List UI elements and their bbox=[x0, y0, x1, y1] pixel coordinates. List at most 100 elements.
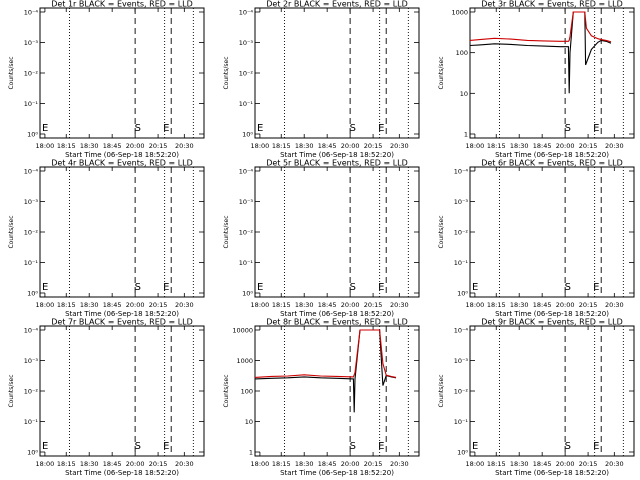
end-marker: E bbox=[378, 282, 384, 293]
left-edge-marker: E bbox=[42, 123, 48, 134]
y-tick-label: 10 bbox=[245, 418, 253, 426]
end-marker: E bbox=[163, 282, 169, 293]
lld-series-line bbox=[469, 11, 612, 43]
start-marker: S bbox=[135, 441, 141, 452]
events-series-line bbox=[469, 11, 612, 94]
x-tick-label: 18:15 bbox=[57, 301, 76, 309]
start-marker: S bbox=[350, 441, 356, 452]
chart-panel-8r: Det 8r BLACK = Events, RED = LLD Start Ti… bbox=[223, 318, 420, 477]
y-axis-label: Counts/sec bbox=[8, 215, 15, 248]
x-axis-label: Start Time (06-Sep-18 18:52:20) bbox=[495, 469, 609, 477]
y-tick-label: 10⁻³ bbox=[24, 198, 39, 206]
plot-frame bbox=[254, 166, 420, 298]
start-marker: S bbox=[350, 282, 356, 293]
y-tick-label: 10⁻¹ bbox=[239, 259, 254, 267]
x-axis-label: Start Time (06-Sep-18 18:52:20) bbox=[65, 151, 179, 159]
start-marker: S bbox=[135, 123, 141, 134]
events-series-line bbox=[254, 329, 397, 413]
x-tick-label: 20:00 bbox=[126, 142, 145, 150]
chart-title: Det 5r BLACK = Events, RED = LLD bbox=[266, 159, 408, 168]
chart-panel-2r: Det 2r BLACK = Events, RED = LLD Start Ti… bbox=[223, 0, 420, 159]
y-tick-label: 10⁻² bbox=[24, 70, 39, 78]
y-tick-label: 10⁰ bbox=[27, 131, 38, 139]
start-marker: S bbox=[565, 282, 571, 293]
y-tick-label: 10⁻¹ bbox=[24, 418, 39, 426]
x-tick-label: 18:30 bbox=[510, 142, 529, 150]
x-tick-label: 20:00 bbox=[341, 142, 360, 150]
chart-title: Det 7r BLACK = Events, RED = LLD bbox=[51, 318, 193, 327]
y-tick-label: 10⁻³ bbox=[24, 39, 39, 47]
x-tick-label: 18:30 bbox=[510, 460, 529, 468]
start-marker: S bbox=[565, 441, 571, 452]
x-tick-label: 18:00 bbox=[251, 460, 270, 468]
x-tick-label: 20:15 bbox=[149, 142, 168, 150]
x-tick-label: 20:30 bbox=[390, 142, 409, 150]
x-tick-label: 20:30 bbox=[390, 460, 409, 468]
x-tick-label: 18:30 bbox=[295, 460, 314, 468]
x-tick-label: 18:45 bbox=[318, 142, 337, 150]
end-marker: E bbox=[593, 282, 599, 293]
x-tick-label: 18:30 bbox=[295, 142, 314, 150]
x-tick-label: 18:45 bbox=[103, 142, 122, 150]
y-axis-label: Counts/sec bbox=[223, 215, 230, 248]
chart-title: Det 9r BLACK = Events, RED = LLD bbox=[481, 318, 623, 327]
y-tick-label: 10⁻⁴ bbox=[24, 327, 39, 335]
y-tick-label: 10⁻³ bbox=[24, 357, 39, 365]
left-edge-marker: E bbox=[257, 123, 263, 134]
y-tick-label: 10⁻³ bbox=[239, 39, 254, 47]
chart-panel-1r: Det 1r BLACK = Events, RED = LLD Start Ti… bbox=[8, 0, 205, 159]
y-tick-label: 10⁻⁴ bbox=[454, 168, 469, 176]
plot-frame bbox=[39, 325, 205, 457]
x-tick-label: 18:45 bbox=[318, 301, 337, 309]
end-marker: E bbox=[378, 123, 384, 134]
y-tick-label: 10⁻¹ bbox=[454, 259, 469, 267]
end-marker: E bbox=[593, 441, 599, 452]
plot-frame bbox=[469, 166, 635, 298]
y-tick-label: 10⁻² bbox=[454, 388, 469, 396]
left-edge-marker: E bbox=[472, 282, 478, 293]
x-tick-label: 18:00 bbox=[36, 460, 55, 468]
y-tick-label: 10⁻¹ bbox=[239, 100, 254, 108]
x-tick-label: 20:15 bbox=[364, 460, 383, 468]
x-tick-label: 18:45 bbox=[533, 460, 552, 468]
y-tick-label: 10⁻² bbox=[24, 229, 39, 237]
x-tick-label: 20:00 bbox=[126, 301, 145, 309]
x-tick-label: 18:15 bbox=[272, 460, 291, 468]
left-edge-marker: E bbox=[472, 441, 478, 452]
x-tick-label: 20:30 bbox=[390, 301, 409, 309]
x-tick-label: 20:15 bbox=[579, 142, 598, 150]
plot-frame bbox=[39, 7, 205, 139]
x-axis-label: Start Time (06-Sep-18 18:52:20) bbox=[280, 310, 394, 318]
x-tick-label: 18:30 bbox=[295, 301, 314, 309]
x-tick-label: 18:45 bbox=[103, 460, 122, 468]
lld-series-line bbox=[254, 329, 397, 378]
x-axis-label: Start Time (06-Sep-18 18:52:20) bbox=[65, 310, 179, 318]
x-tick-label: 20:15 bbox=[579, 460, 598, 468]
end-marker: E bbox=[163, 123, 169, 134]
x-tick-label: 20:30 bbox=[175, 301, 194, 309]
x-tick-label: 18:45 bbox=[533, 142, 552, 150]
y-tick-label: 10⁻² bbox=[239, 70, 254, 78]
start-marker: S bbox=[350, 123, 356, 134]
chart-panel-6r: Det 6r BLACK = Events, RED = LLD Start Ti… bbox=[438, 159, 635, 318]
start-marker: S bbox=[565, 123, 571, 134]
y-axis-label: Counts/sec bbox=[8, 56, 15, 89]
x-tick-label: 18:30 bbox=[80, 142, 99, 150]
y-tick-label: 10⁰ bbox=[27, 290, 38, 298]
x-tick-label: 18:30 bbox=[80, 301, 99, 309]
y-tick-label: 10⁻³ bbox=[454, 357, 469, 365]
x-tick-label: 20:00 bbox=[556, 460, 575, 468]
y-tick-label: 10 bbox=[460, 90, 468, 98]
x-tick-label: 18:45 bbox=[318, 460, 337, 468]
y-tick-label: 10000 bbox=[232, 327, 253, 335]
chart-title: Det 8r BLACK = Events, RED = LLD bbox=[266, 318, 408, 327]
x-tick-label: 18:15 bbox=[487, 142, 506, 150]
x-tick-label: 18:45 bbox=[103, 301, 122, 309]
x-axis-label: Start Time (06-Sep-18 18:52:20) bbox=[495, 310, 609, 318]
chart-title: Det 6r BLACK = Events, RED = LLD bbox=[481, 159, 623, 168]
x-tick-label: 18:00 bbox=[36, 142, 55, 150]
y-tick-label: 10⁰ bbox=[457, 290, 468, 298]
y-tick-label: 10⁻⁴ bbox=[454, 327, 469, 335]
plot-frame bbox=[39, 166, 205, 298]
